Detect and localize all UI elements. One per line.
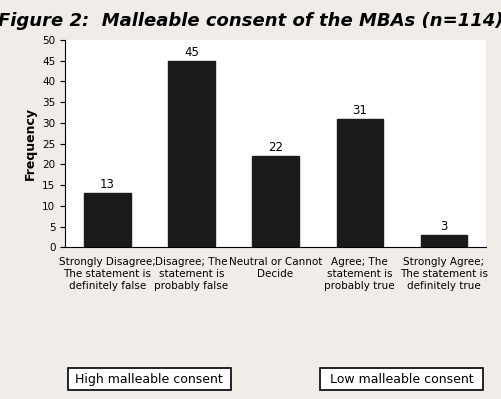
Text: 3: 3	[440, 220, 447, 233]
Text: 13: 13	[100, 178, 115, 192]
Bar	[84, 194, 130, 247]
Bar	[253, 156, 299, 247]
Text: Neutral or Cannot
Decide: Neutral or Cannot Decide	[229, 257, 322, 279]
Text: Agree; The
statement is
probably true: Agree; The statement is probably true	[325, 257, 395, 290]
Text: Disagree; The
statement is
probably false: Disagree; The statement is probably fals…	[154, 257, 228, 290]
Text: 31: 31	[352, 104, 367, 117]
Text: Strongly Agree;
The statement is
definitely true: Strongly Agree; The statement is definit…	[400, 257, 488, 290]
Bar	[168, 61, 214, 247]
Bar	[421, 235, 467, 247]
Bar	[337, 119, 383, 247]
Text: Strongly Disagree;
The statement is
definitely false: Strongly Disagree; The statement is defi…	[59, 257, 156, 290]
Y-axis label: Frequency: Frequency	[24, 107, 37, 180]
Text: 45: 45	[184, 45, 199, 59]
Text: 22: 22	[268, 141, 283, 154]
Text: Low malleable consent: Low malleable consent	[330, 373, 473, 386]
Text: High malleable consent: High malleable consent	[76, 373, 223, 386]
Text: Figure 2:  Malleable consent of the MBAs (n=114): Figure 2: Malleable consent of the MBAs …	[0, 12, 501, 30]
